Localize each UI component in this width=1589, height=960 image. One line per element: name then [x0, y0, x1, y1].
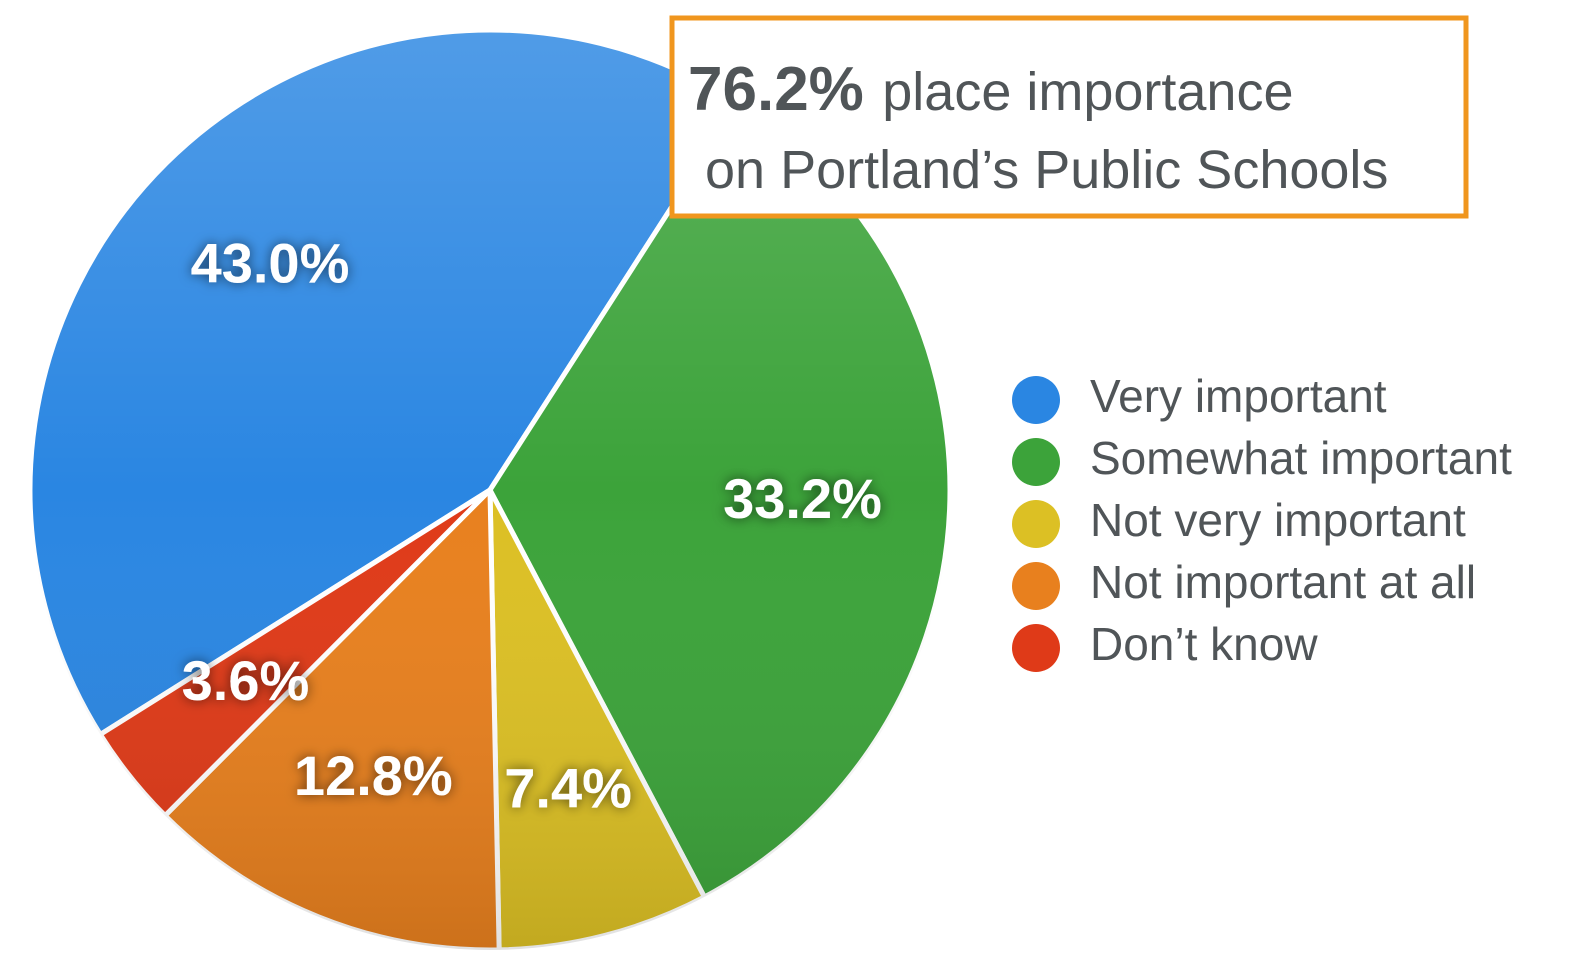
data-label: 12.8%	[294, 744, 453, 807]
legend-swatch	[1012, 624, 1060, 672]
annotation-text: place importance	[882, 62, 1293, 122]
annotation-text: on Portland’s Public Schools	[705, 140, 1388, 200]
legend-swatch	[1012, 562, 1060, 610]
annotation: 76.2% place importance on Portland’s Pub…	[669, 15, 1469, 219]
data-label: 43.0%	[191, 231, 350, 294]
legend-swatch	[1012, 376, 1060, 424]
data-label: 33.2%	[723, 467, 882, 530]
legend-label: Very important	[1090, 370, 1387, 422]
data-label: 3.6%	[182, 649, 310, 712]
legend-label: Not very important	[1090, 494, 1466, 546]
legend-label: Don’t know	[1090, 618, 1318, 670]
legend-label: Not important at all	[1090, 556, 1476, 608]
data-label: 7.4%	[504, 757, 632, 820]
legend-swatch	[1012, 500, 1060, 548]
data-labels: 43.0% 33.2% 7.4% 12.8% 3.6%	[182, 231, 882, 819]
annotation-line: 76.2% place importance	[688, 55, 1294, 124]
legend-label: Somewhat important	[1090, 432, 1512, 484]
annotation-highlight: 76.2%	[688, 55, 864, 124]
legend-swatch	[1012, 438, 1060, 486]
legend: Very important Somewhat important Not very…	[1012, 370, 1512, 672]
annotation-box	[669, 15, 1469, 219]
